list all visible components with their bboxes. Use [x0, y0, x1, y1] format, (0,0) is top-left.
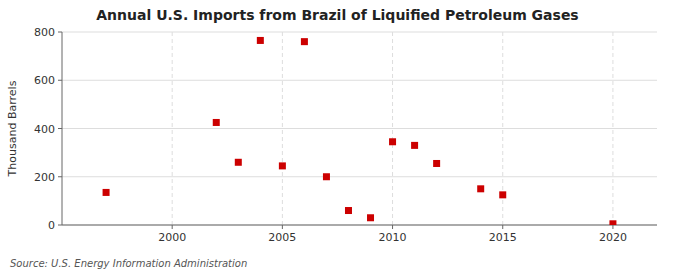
- x-tick: [612, 225, 613, 229]
- point: [279, 162, 286, 169]
- x-tick-label: 2005: [268, 231, 296, 244]
- texts: Annual U.S. Imports from Brazil of Liqui…: [6, 7, 579, 269]
- point: [345, 207, 352, 214]
- x-tick: [502, 225, 503, 229]
- y-tick-label: 800: [34, 26, 55, 39]
- y-grid-line: [62, 80, 657, 81]
- y-tick-label: 400: [34, 123, 55, 136]
- point: [301, 38, 308, 45]
- axes: 2000 2005 2010 2015 2020 0 200 400 600 800: [34, 26, 657, 244]
- point: [411, 142, 418, 149]
- source-annotation: Source: U.S. Energy Information Administ…: [10, 258, 247, 269]
- y-tick-label: 600: [34, 74, 55, 87]
- y-axis-label: Thousand Barrels: [6, 80, 19, 177]
- x-tick-label: 2015: [489, 231, 517, 244]
- chart-container: 2000 2005 2010 2015 2020 0 200 400 600 800 Annual …: [0, 0, 675, 275]
- point: [257, 37, 264, 44]
- y-grid-line: [62, 32, 657, 33]
- x-axis-line: [62, 225, 657, 226]
- x-tick-label: 2000: [158, 231, 186, 244]
- point: [389, 138, 396, 145]
- point: [323, 173, 330, 180]
- y-tick-label: 200: [34, 171, 55, 184]
- point: [499, 191, 506, 198]
- y-grid-line: [62, 176, 657, 177]
- point: [103, 189, 110, 196]
- point: [367, 214, 374, 221]
- grid: [62, 32, 657, 225]
- y-tick: [58, 176, 62, 177]
- point: [433, 160, 440, 167]
- chart-svg: 2000 2005 2010 2015 2020 0 200 400 600 800 Annual …: [0, 0, 675, 275]
- x-tick: [172, 225, 173, 229]
- y-tick: [58, 225, 62, 226]
- y-grid-line: [62, 225, 657, 226]
- point: [609, 220, 616, 225]
- y-tick-label: 0: [48, 219, 55, 232]
- y-tick: [58, 128, 62, 129]
- point: [477, 185, 484, 192]
- x-tick-label: 2010: [379, 231, 407, 244]
- point: [213, 119, 220, 126]
- title: Annual U.S. Imports from Brazil of Liqui…: [96, 7, 578, 23]
- y-tick: [58, 32, 62, 33]
- y-grid-line: [62, 128, 657, 129]
- y-tick: [58, 80, 62, 81]
- point: [235, 159, 242, 166]
- x-tick-label: 2020: [599, 231, 627, 244]
- x-tick: [282, 225, 283, 229]
- x-tick: [392, 225, 393, 229]
- points: [103, 37, 617, 225]
